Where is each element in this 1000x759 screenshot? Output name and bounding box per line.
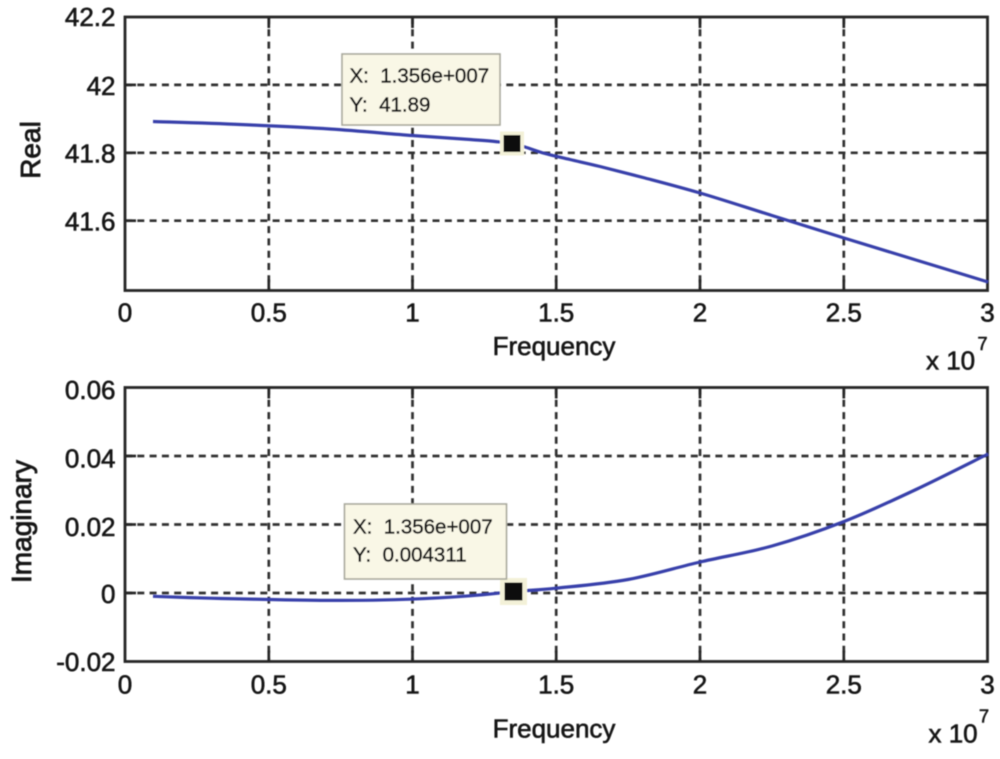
svg-text:0.5: 0.5 — [251, 670, 287, 700]
svg-text:-0.02: -0.02 — [56, 647, 115, 677]
svg-text:Y: 0.004311: Y: 0.004311 — [353, 544, 467, 567]
svg-text:0: 0 — [101, 579, 115, 609]
svg-text:3: 3 — [980, 670, 994, 700]
svg-text:1.5: 1.5 — [538, 670, 574, 700]
svg-text:7: 7 — [979, 706, 989, 726]
svg-text:1: 1 — [405, 670, 419, 700]
svg-text:2.5: 2.5 — [826, 298, 862, 328]
svg-text:Imaginary: Imaginary — [6, 460, 37, 583]
svg-text:x 10: x 10 — [926, 345, 975, 375]
svg-text:X: 1.356e+007: X: 1.356e+007 — [350, 65, 490, 88]
svg-text:7: 7 — [978, 334, 988, 354]
svg-text:41.8: 41.8 — [65, 139, 116, 169]
svg-text:1.5: 1.5 — [538, 298, 574, 328]
svg-text:Frequency: Frequency — [493, 714, 616, 744]
svg-text:0.06: 0.06 — [65, 375, 116, 405]
svg-text:2: 2 — [693, 670, 707, 700]
svg-text:1: 1 — [405, 298, 419, 328]
svg-text:0: 0 — [118, 670, 132, 700]
svg-text:X: 1.356e+007: X: 1.356e+007 — [353, 516, 493, 539]
svg-text:42: 42 — [87, 71, 116, 101]
svg-text:2.5: 2.5 — [826, 670, 862, 700]
svg-text:0.02: 0.02 — [65, 512, 116, 542]
svg-text:Frequency: Frequency — [493, 331, 616, 361]
svg-text:0.04: 0.04 — [65, 443, 116, 473]
svg-text:2: 2 — [693, 298, 707, 328]
svg-text:3: 3 — [980, 298, 994, 328]
svg-text:0.5: 0.5 — [251, 298, 287, 328]
svg-text:Real: Real — [15, 121, 46, 179]
svg-text:Y: 41.89: Y: 41.89 — [350, 93, 431, 116]
svg-text:41.6: 41.6 — [65, 207, 116, 237]
svg-text:x 10: x 10 — [929, 718, 978, 748]
svg-text:42.2: 42.2 — [65, 2, 116, 32]
svg-text:0: 0 — [118, 298, 132, 328]
